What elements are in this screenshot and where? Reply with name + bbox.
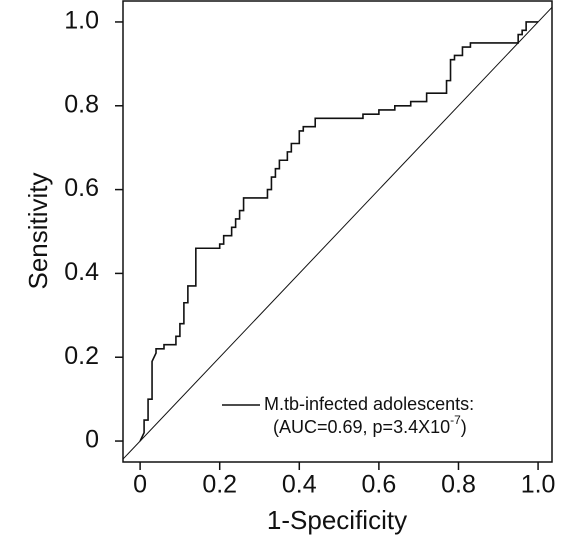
plot-frame <box>122 0 553 463</box>
x-tick-label: 0.4 <box>282 471 317 499</box>
y-tick-label: 0.2 <box>64 342 99 370</box>
reference-diagonal <box>122 6 553 460</box>
y-tick-label: 0.4 <box>64 258 99 286</box>
x-tick-label: 1.0 <box>521 471 556 499</box>
y-tick-label: 0.8 <box>64 90 99 118</box>
annotation-close: ) <box>461 417 467 437</box>
x-axis-title: 1-Specificity <box>267 505 407 535</box>
y-tick-label: 0.6 <box>64 174 99 202</box>
roc-curve <box>139 21 539 442</box>
annotation-exponent: -7 <box>450 413 461 427</box>
x-tick-label: 0.2 <box>202 471 237 499</box>
x-tick-label: 0.6 <box>362 471 397 499</box>
annotation: (AUC=0.69, p=3.4X10-7) <box>273 413 467 437</box>
y-tick-label: 0 <box>85 426 99 454</box>
legend-label: M.tb-infected adolescents: <box>264 394 474 414</box>
annotation-text: (AUC=0.69, p=3.4X10 <box>273 417 450 437</box>
y-tick-label: 1.0 <box>64 7 99 35</box>
x-tick-label: 0 <box>133 471 147 499</box>
y-axis-title: Sensitivity <box>23 172 53 289</box>
x-tick-label: 0.8 <box>441 471 476 499</box>
